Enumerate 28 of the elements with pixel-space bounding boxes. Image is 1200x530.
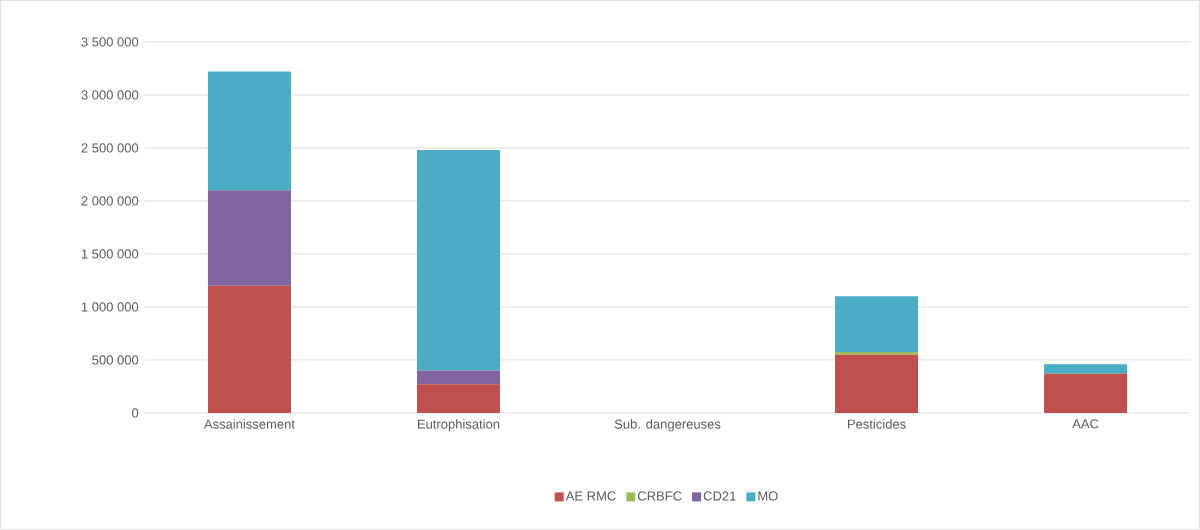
x-tick-label: Assainissement xyxy=(203,419,295,429)
y-tick-label: 1 000 000 xyxy=(81,302,139,312)
bar xyxy=(416,150,500,371)
bar xyxy=(416,384,500,414)
x-tick-label: Eutrophisation xyxy=(417,419,500,432)
x-tick-label: AAC xyxy=(1072,419,1099,429)
y-tick-label: 3 500 000 xyxy=(81,37,139,47)
bar xyxy=(835,352,919,355)
bar xyxy=(207,190,291,286)
bar xyxy=(835,354,919,414)
bar xyxy=(207,285,291,414)
bar xyxy=(1044,373,1128,414)
bar xyxy=(207,71,291,191)
y-tick-label: 500 000 xyxy=(92,355,139,365)
bar xyxy=(835,296,919,353)
y-tick-label: 0 xyxy=(132,408,139,418)
legend-label: CD21 xyxy=(703,491,736,501)
y-tick-label: 3 000 000 xyxy=(81,90,139,100)
bar xyxy=(416,370,500,385)
bar xyxy=(1044,364,1128,374)
y-tick-label: 1 500 000 xyxy=(81,249,139,259)
x-tick-label: Pesticides xyxy=(847,419,906,429)
x-tick-label: Sub. dangereuses xyxy=(614,419,721,432)
legend-label: CRBFC xyxy=(637,491,682,501)
y-tick-label: 2 000 000 xyxy=(81,196,139,206)
legend-label: MO xyxy=(758,491,778,501)
y-tick-label: 2 500 000 xyxy=(81,143,139,153)
legend-label: AE RMC xyxy=(565,491,616,501)
